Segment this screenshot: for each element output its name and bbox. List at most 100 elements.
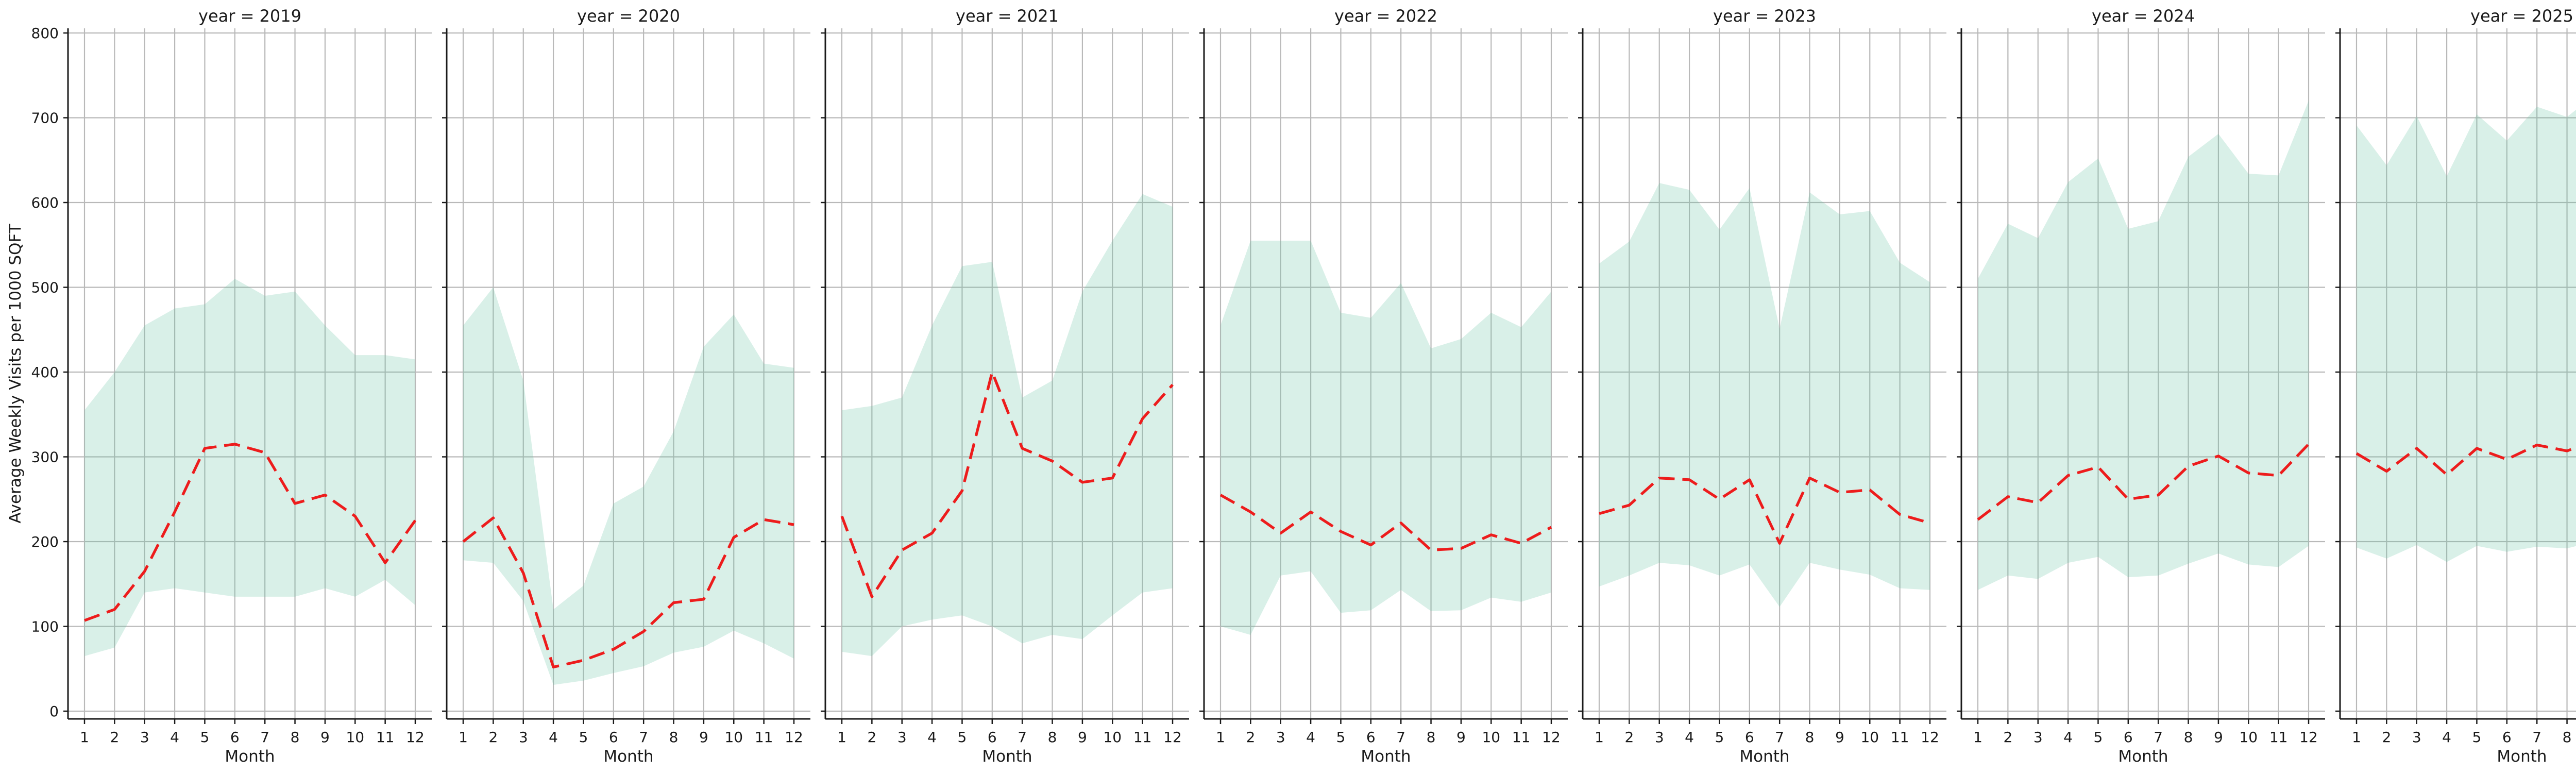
y-tick-label: 800	[31, 25, 59, 42]
facet-title: year = 2022	[1334, 6, 1437, 26]
x-tick-label: 2	[110, 729, 119, 746]
x-tick-label: 9	[1456, 729, 1466, 746]
x-tick-label: 2	[1246, 729, 1255, 746]
x-tick-label: 11	[755, 729, 773, 746]
x-tick-label: 6	[1745, 729, 1754, 746]
x-tick-label: 5	[2472, 729, 2482, 746]
facet-title: year = 2024	[2092, 6, 2195, 26]
percentile-band	[1599, 183, 1930, 607]
median-line	[84, 443, 417, 622]
x-tick-label: 9	[1835, 729, 1844, 746]
x-tick-label: 2	[2382, 729, 2391, 746]
x-tick-label: 10	[2239, 729, 2258, 746]
x-tick-label: 6	[988, 729, 997, 746]
x-axis-label: Month	[2497, 747, 2547, 766]
y-tick-label: 200	[31, 533, 59, 550]
x-tick-label: 6	[1366, 729, 1376, 746]
x-axis-label: Month	[1361, 747, 1411, 766]
median-line	[840, 371, 1174, 598]
facet-title: year = 2023	[1713, 6, 1816, 26]
x-tick-label: 5	[1715, 729, 1724, 746]
x-tick-label: 4	[1306, 729, 1315, 746]
y-tick-label: 500	[31, 279, 59, 296]
x-tick-label: 12	[785, 729, 803, 746]
x-axis-label: Month	[225, 747, 275, 766]
x-tick-label: 5	[579, 729, 588, 746]
percentile-band	[2357, 107, 2576, 562]
x-tick-label: 2	[867, 729, 876, 746]
x-tick-label: 10	[724, 729, 743, 746]
facet-title: year = 2025	[2470, 6, 2573, 26]
x-tick-label: 6	[609, 729, 618, 746]
x-tick-label: 5	[958, 729, 967, 746]
x-tick-label: 8	[2563, 729, 2572, 746]
median-line	[1219, 494, 1552, 552]
x-tick-label: 1	[837, 729, 846, 746]
x-tick-label: 3	[140, 729, 149, 746]
x-tick-label: 9	[2214, 729, 2223, 746]
x-tick-label: 2	[2003, 729, 2012, 746]
x-tick-label: 10	[1482, 729, 1500, 746]
y-tick-label: 400	[31, 364, 59, 381]
x-tick-label: 11	[2269, 729, 2288, 746]
x-tick-label: 7	[2154, 729, 2163, 746]
y-tick-label: 600	[31, 194, 59, 211]
x-tick-label: 3	[519, 729, 528, 746]
x-tick-label: 4	[2063, 729, 2073, 746]
x-tick-label: 11	[376, 729, 395, 746]
x-tick-label: 6	[2124, 729, 2133, 746]
percentile-band	[1978, 100, 2309, 590]
facet-title: year = 2019	[198, 6, 301, 26]
x-tick-label: 4	[170, 729, 179, 746]
x-tick-label: 3	[1655, 729, 1664, 746]
x-tick-label: 3	[2033, 729, 2043, 746]
x-tick-label: 12	[1542, 729, 1561, 746]
x-tick-label: 12	[406, 729, 425, 746]
x-tick-label: 9	[320, 729, 330, 746]
x-tick-label: 7	[1018, 729, 1027, 746]
x-tick-label: 9	[1078, 729, 1087, 746]
x-tick-label: 8	[1427, 729, 1436, 746]
y-tick-label: 100	[31, 618, 59, 635]
x-tick-label: 6	[2502, 729, 2512, 746]
x-tick-label: 3	[2412, 729, 2421, 746]
x-axis-label: Month	[1739, 747, 1789, 766]
x-tick-label: 1	[1216, 729, 1225, 746]
median-line	[1599, 476, 1930, 545]
median-line	[2355, 443, 2576, 476]
x-tick-label: 5	[2094, 729, 2103, 746]
x-tick-label: 1	[1973, 729, 1982, 746]
x-tick-label: 1	[459, 729, 468, 746]
x-tick-label: 8	[1048, 729, 1057, 746]
x-tick-label: 1	[1595, 729, 1604, 746]
x-tick-label: 11	[1891, 729, 1909, 746]
x-tick-label: 8	[669, 729, 679, 746]
x-tick-label: 11	[1133, 729, 1152, 746]
x-tick-label: 5	[200, 729, 210, 746]
x-tick-label: 4	[1685, 729, 1694, 746]
x-tick-label: 2	[1624, 729, 1634, 746]
percentile-band	[842, 194, 1173, 657]
x-tick-label: 7	[1396, 729, 1405, 746]
x-tick-label: 4	[549, 729, 558, 746]
x-tick-label: 5	[1336, 729, 1346, 746]
x-tick-label: 8	[2184, 729, 2193, 746]
x-tick-label: 7	[260, 729, 269, 746]
x-tick-label: 10	[1860, 729, 1879, 746]
x-tick-label: 7	[639, 729, 648, 746]
facet-title: year = 2021	[956, 6, 1059, 26]
x-tick-label: 8	[1805, 729, 1815, 746]
x-tick-label: 9	[699, 729, 708, 746]
x-tick-label: 7	[1775, 729, 1784, 746]
percentile-band	[463, 287, 794, 685]
median-line	[1977, 443, 2310, 521]
x-tick-label: 1	[2352, 729, 2361, 746]
